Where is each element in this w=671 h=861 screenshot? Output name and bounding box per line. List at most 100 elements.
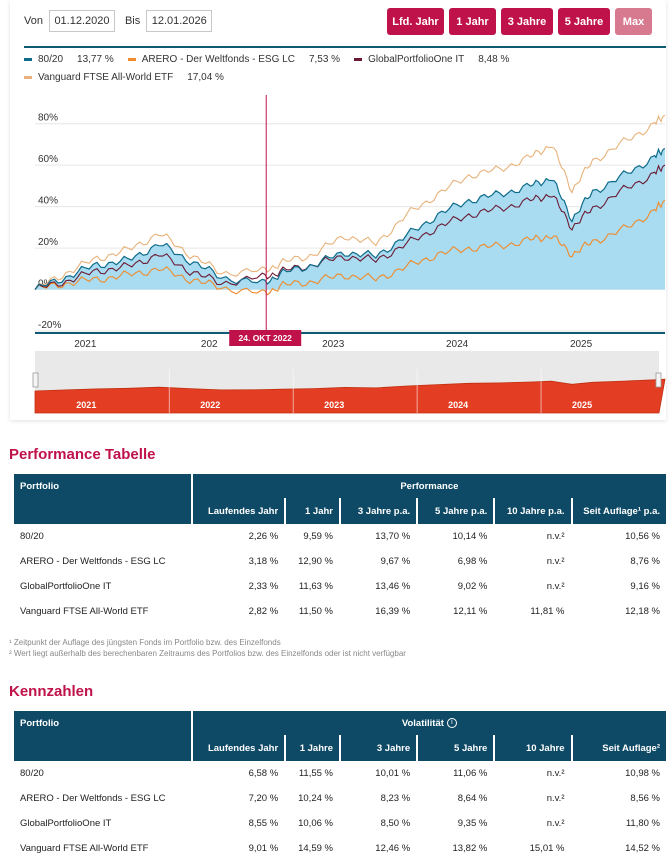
column-header[interactable]: Laufendes Jahr (192, 735, 285, 761)
row-value: 10,01 % (375, 768, 411, 779)
x-tick-label: 202 (201, 339, 218, 350)
chart-card: Von 01.12.2020 Bis 12.01.2026 Lfd. Jahr … (10, 0, 666, 420)
row-name: Vanguard FTSE All-World ETF (20, 843, 149, 854)
column-header[interactable]: 10 Jahre (495, 735, 571, 761)
y-tick-label: 20% (38, 237, 58, 248)
y-tick-label: 60% (38, 154, 58, 165)
series-line-3 (34, 164, 666, 290)
row-name: 80/20 (20, 768, 44, 779)
row-value: 11,06 % (453, 768, 488, 779)
portfolio-header: Portfolio (14, 711, 191, 761)
column-header[interactable]: 3 Jahre (340, 735, 417, 761)
row-value: 11,81 % (530, 606, 565, 617)
column-header[interactable]: 10 Jahre p.a. (495, 498, 571, 524)
portfolio-header: Portfolio (14, 474, 191, 524)
crosshair-date-label: 24. OKT 2022 (239, 333, 293, 343)
period-buttons: Lfd. Jahr 1 Jahr 3 Jahre 5 Jahre Max (387, 8, 652, 35)
row-value: n.v.² (546, 531, 565, 542)
column-header[interactable]: Seit Auflage¹ p.a. (572, 498, 666, 524)
legend-item[interactable]: Vanguard FTSE All-World ETF 17,04 % (24, 70, 224, 84)
y-tick-label: 40% (38, 196, 58, 207)
row-value: n.v.² (546, 556, 565, 567)
row-value: 9,16 % (630, 581, 660, 592)
info-icon[interactable]: i (446, 717, 457, 728)
row-value: 9,67 % (380, 556, 411, 567)
column-header[interactable]: 3 Jahre p.a. (340, 498, 417, 524)
row-value: 15,01 % (529, 843, 565, 854)
column-header[interactable]: Laufendes Jahr (192, 498, 285, 524)
x-tick-label: 2025 (570, 339, 593, 350)
portfolio-header-label: Portfolio (20, 718, 60, 729)
performance-table-title: Performance Tabelle (9, 446, 156, 463)
ytd-button[interactable]: Lfd. Jahr (387, 8, 444, 35)
row-value: 10,06 % (298, 818, 333, 829)
table-row: GlobalPortfolioOne IT 2,33 % 11,63 % 13,46 … (14, 574, 666, 599)
performance-chart[interactable]: 80%60%40%20%0%-20%2021 202 2023 2024 202524.… (10, 95, 666, 417)
legend-item[interactable]: 80/20 13,77 % (24, 52, 114, 66)
legend-item[interactable]: ARERO - Der Weltfonds - ESG LC 7,53 % (127, 52, 341, 66)
column-header[interactable]: 5 Jahre (418, 735, 494, 761)
x-tick-label: 2021 (74, 339, 97, 350)
row-value: 14,59 % (298, 843, 333, 854)
kennzahlen-title: Kennzahlen (9, 683, 94, 700)
column-header[interactable]: 5 Jahre p.a. (418, 498, 494, 524)
navigator-tick-label: 2021 (76, 400, 96, 410)
crosshair-flag (229, 330, 302, 346)
navigator-tick-label: 2025 (572, 400, 592, 410)
row-value: n.v.² (546, 818, 565, 829)
row-value: n.v.² (546, 768, 565, 779)
row-value: 11,63 % (298, 581, 333, 592)
row-value: 10,24 % (298, 793, 333, 804)
navigator-area (34, 378, 666, 414)
one-year-button[interactable]: 1 Jahr (449, 8, 496, 35)
legend-item[interactable]: GlobalPortfolioOne IT 8,48 % (354, 52, 509, 66)
row-value: 13,82 % (452, 843, 488, 854)
row-value: 11,55 % (298, 768, 333, 779)
navigator-tick-label: 2024 (448, 400, 468, 410)
x-tick-label: 2024 (446, 339, 469, 350)
divider (24, 46, 666, 48)
footnote: ¹ Zeitpunkt der Auflage des jüngsten Fon… (9, 638, 281, 647)
row-value: 9,02 % (457, 581, 488, 592)
row-value: 11,50 % (298, 606, 333, 617)
row-name: ARERO - Der Weltfonds - ESG LC (20, 556, 166, 567)
column-header[interactable]: 1 Jahr (286, 498, 339, 524)
navigator-handle-left (32, 372, 39, 388)
navigator-tick-label: 2023 (324, 400, 344, 410)
y-tick-label: -20% (38, 320, 61, 331)
legend-name: Vanguard FTSE All-World ETF (38, 71, 174, 83)
legend-value: 7,53 % (308, 53, 341, 65)
three-year-button[interactable]: 3 Jahre (501, 8, 553, 35)
row-value: 12,11 % (453, 606, 488, 617)
legend-swatch (24, 75, 32, 79)
table-row: ARERO - Der Weltfonds - ESG LC 3,18 % 12,9… (14, 549, 666, 574)
to-date-input[interactable]: 12.01.2026 (146, 10, 213, 32)
column-header[interactable]: 1 Jahre (286, 735, 339, 761)
row-value: 12,90 % (298, 556, 333, 567)
row-value: 10,56 % (625, 531, 660, 542)
portfolio-header-label: Portfolio (20, 481, 60, 492)
row-value: 8,56 % (630, 793, 660, 804)
row-value: 13,46 % (375, 581, 411, 592)
row-name: ARERO - Der Weltfonds - ESG LC (20, 793, 166, 804)
row-value: 16,39 % (375, 606, 411, 617)
legend-value: 8,48 % (478, 53, 510, 65)
row-value: 8,64 % (457, 793, 488, 804)
to-label: Bis (124, 15, 141, 27)
series-line-2 (34, 199, 666, 296)
max-button[interactable]: Max (615, 8, 652, 35)
navigator-tick-label: 2022 (200, 400, 220, 410)
date-range: Von 01.12.2020 Bis 12.01.2026 (24, 10, 213, 32)
legend-value: 13,77 % (77, 53, 114, 65)
group-header: Performance (192, 474, 666, 498)
row-value: 8,50 % (380, 818, 411, 829)
row-value: 8,55 % (248, 818, 279, 829)
five-year-button[interactable]: 5 Jahre (558, 8, 610, 35)
row-value: 9,59 % (303, 531, 333, 542)
from-date-input[interactable]: 01.12.2020 (48, 10, 115, 32)
y-tick-label: 80% (38, 113, 58, 124)
column-header[interactable]: Seit Auflage² (572, 735, 666, 761)
row-value: 13,70 % (375, 531, 411, 542)
row-value: 8,23 % (380, 793, 411, 804)
series-area-80-20 (35, 148, 665, 290)
